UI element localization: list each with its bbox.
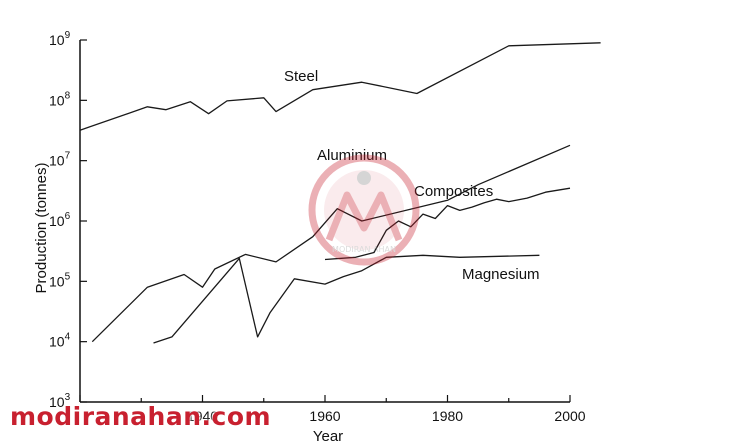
y-tick-label: 104: [49, 332, 71, 350]
chart-series-labels: Steel Aluminium Composites Magnesium: [284, 68, 540, 283]
y-tick-label: 108: [49, 90, 71, 108]
series-line-steel: [79, 42, 601, 131]
series-label-steel: Steel: [284, 68, 318, 85]
y-tick-label: 103: [49, 392, 71, 410]
y-axis-title: Production (tonnes): [33, 163, 50, 294]
series-line-aluminium: [91, 144, 571, 343]
x-tick-label: 1960: [309, 408, 340, 424]
watermark-site-text: modiranahan.com: [10, 402, 272, 431]
chart-series: [79, 42, 601, 344]
chart-ticks: 103 104 105 106 107 108 109 1940 1960 1980 2000: [49, 30, 586, 424]
watermark-logo-icon: MODIRAN AHAN: [308, 154, 420, 266]
series-label-composites: Composites: [414, 183, 493, 200]
series-line-magnesium: [153, 254, 540, 344]
series-label-aluminium: Aluminium: [317, 147, 387, 164]
x-tick-label: 2000: [554, 408, 585, 424]
x-tick-label: 1940: [187, 408, 218, 424]
series-label-magnesium: Magnesium: [462, 266, 540, 283]
watermark-logo-text: MODIRAN AHAN: [332, 245, 396, 254]
y-tick-label: 106: [49, 211, 71, 229]
y-tick-label: 107: [49, 151, 71, 169]
series-line-composites: [324, 187, 571, 261]
y-tick-label: 105: [49, 271, 71, 289]
y-tick-label: 109: [49, 30, 71, 48]
x-tick-label: 1980: [432, 408, 463, 424]
x-axis-title: Year: [313, 428, 343, 441]
